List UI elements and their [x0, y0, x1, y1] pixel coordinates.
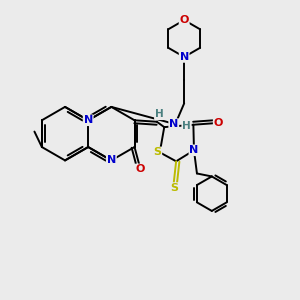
Text: H: H	[155, 109, 164, 119]
Text: N: N	[189, 145, 199, 155]
Text: O: O	[214, 118, 223, 128]
Text: S: S	[170, 183, 178, 193]
Text: N: N	[169, 119, 178, 129]
Text: O: O	[179, 15, 189, 25]
Text: H: H	[182, 121, 191, 130]
Text: N: N	[180, 52, 189, 62]
Text: O: O	[136, 164, 145, 174]
Text: N: N	[107, 155, 116, 165]
Text: S: S	[153, 147, 161, 158]
Text: N: N	[84, 115, 93, 125]
